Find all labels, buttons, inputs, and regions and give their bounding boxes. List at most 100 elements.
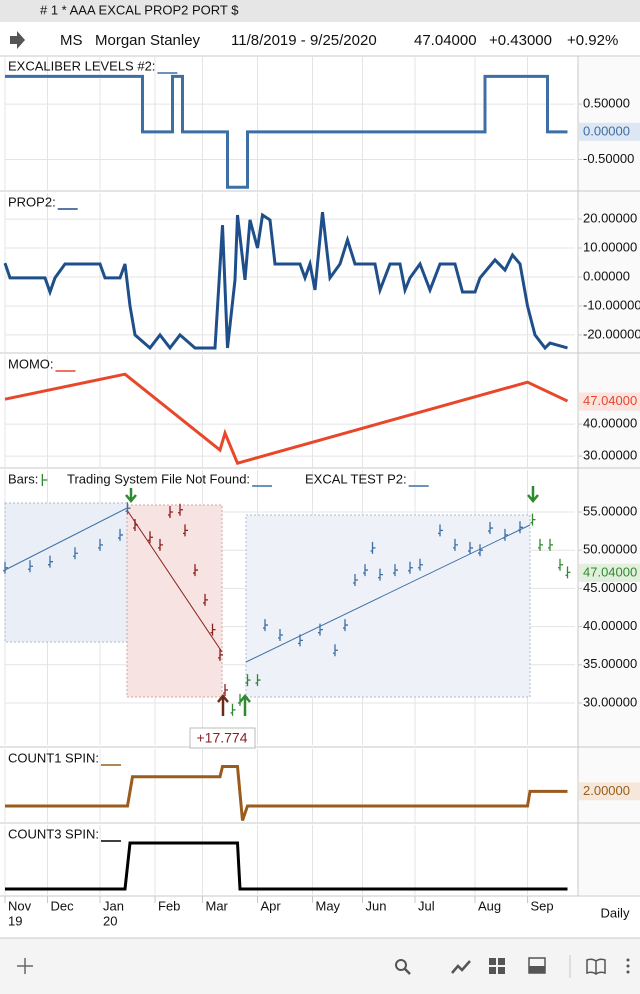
bar-legend [41,474,48,486]
trade-box [245,514,531,698]
y-tick-label: 35.00000 [583,656,637,671]
price-bar [343,619,348,632]
grid-button[interactable] [489,958,505,974]
panel-label: Bars: [8,471,38,486]
price-bar [418,558,423,571]
last-value-box [579,392,640,411]
month-label: May [316,898,341,913]
price-bar [218,648,223,661]
price-bar [378,568,383,581]
y-tick-label: 20.00000 [583,211,637,226]
period-label[interactable]: Daily [601,905,630,920]
price-bar [548,538,553,551]
change-percent: +0.92% [567,32,618,49]
price-bar [118,528,123,541]
panel-title: COUNT3 SPIN: [8,826,99,841]
company-name: Morgan Stanley [95,32,201,49]
price-bar [178,503,183,516]
buy-arrow [239,694,251,716]
trend-line [126,509,223,653]
y-tick-label: 45.00000 [583,580,637,595]
panel-button[interactable] [528,957,546,974]
zoom-button[interactable] [395,959,411,975]
price-bar [125,502,131,515]
buy-arrow [217,694,229,716]
sell-arrow [527,486,539,503]
price-bar [353,574,358,586]
price-bar [408,561,413,574]
price-bar [263,619,268,632]
arrow-icon[interactable] [10,31,25,49]
panel-title: MOMO: [8,356,54,371]
price-bar [530,513,536,526]
chart-button[interactable] [451,960,471,974]
year-label: 19 [8,913,22,928]
price-bar [203,593,208,606]
price-bar [453,538,458,551]
price-bar [210,623,216,636]
book-button[interactable] [586,958,606,975]
price-bar [28,560,33,573]
symbol: MS [60,32,83,49]
year-label: 20 [103,913,117,928]
series-line [5,765,568,822]
price-bar [148,531,153,544]
trade-box [4,502,128,643]
last-value-label: 47.04000 [583,393,637,408]
panel-title: EXCALIBER LEVELS #2: [8,58,155,73]
price-bar [183,524,188,537]
price-bar [238,693,243,706]
price-bar [333,644,338,657]
last-value-box [579,122,640,141]
date-range: 11/8/2019 - 9/25/2020 [231,32,377,49]
price-bar [393,564,398,577]
price-bar [538,538,543,551]
month-label: Sep [531,898,554,913]
month-label: Dec [51,898,75,913]
more-button[interactable] [626,958,630,974]
price-bar [488,522,493,535]
month-label: Jun [366,898,387,913]
price-bar [73,547,78,560]
last-value-label: 0.00000 [583,123,630,138]
price-bar [193,564,198,577]
trend-line [245,524,531,663]
series-line [5,74,568,189]
price-bar [565,566,571,579]
last-price: 47.04000 [414,32,477,49]
price-bar [318,623,323,636]
month-label: Feb [158,898,180,913]
price-bar [468,541,473,554]
month-label: Jul [418,898,435,913]
month-label: Jan [103,898,124,913]
price-bar [518,521,523,534]
y-tick-label: 30.00000 [583,694,637,709]
price-bar [230,703,236,716]
month-label: Apr [261,898,282,913]
y-tick-label: 30.00000 [583,448,637,463]
month-label: Mar [206,898,229,913]
y-tick-label: 10.00000 [583,239,637,254]
title-bar [0,0,640,22]
price-bar [363,564,368,577]
y-tick-label: 55.00000 [583,503,637,518]
trade-box [126,504,223,698]
month-label: Aug [478,898,501,913]
y-tick-label: -10.00000 [583,297,640,312]
series-line [3,211,568,351]
price-bar [558,558,563,571]
price-bar [3,561,8,574]
y-tick-label: -0.50000 [583,151,634,166]
price-bar [503,528,508,541]
price-bar [255,674,261,687]
window-title: # 1 * AAA EXCAL PROP2 PORT $ [40,2,239,17]
price-bar [298,634,303,647]
price-bar [245,674,251,687]
y-tick-label: 0.50000 [583,96,630,111]
price-bar [158,538,163,551]
annotation: +17.774 [197,730,248,746]
add-button[interactable] [17,958,33,974]
price-bar [478,544,483,557]
sell-arrow [125,488,137,503]
